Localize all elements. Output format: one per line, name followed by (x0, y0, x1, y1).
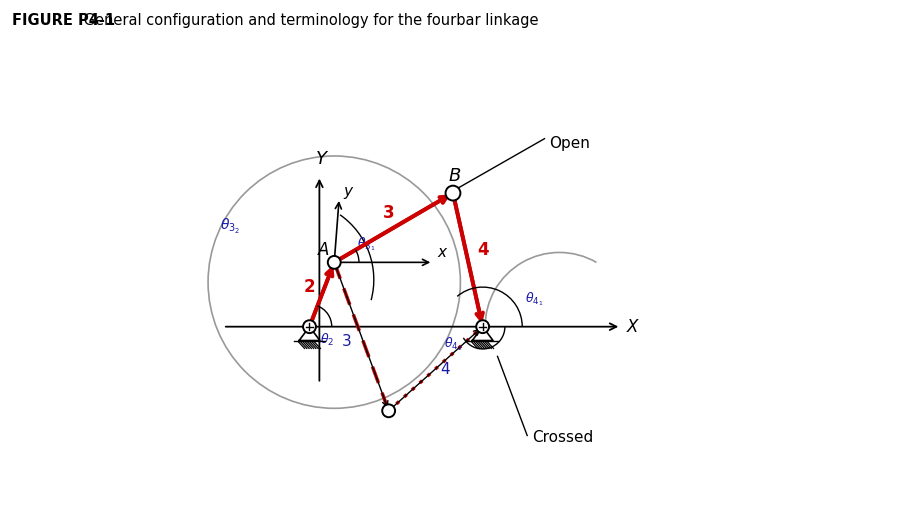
Text: $X$: $X$ (626, 318, 641, 336)
Circle shape (446, 186, 460, 201)
Text: 4: 4 (441, 362, 450, 377)
Text: $A$: $A$ (317, 241, 330, 259)
Text: $\theta_{4_2}$: $\theta_{4_2}$ (443, 336, 462, 353)
Text: $y$: $y$ (343, 185, 355, 201)
Text: $x$: $x$ (437, 245, 449, 260)
Text: $B$: $B$ (448, 167, 461, 185)
Text: $Y$: $Y$ (314, 151, 329, 168)
Text: $\theta_{3_2}$: $\theta_{3_2}$ (220, 217, 241, 236)
Text: $\theta_{3_1}$: $\theta_{3_1}$ (357, 236, 376, 253)
Text: FIGURE P4-1: FIGURE P4-1 (12, 13, 114, 28)
Text: 2: 2 (304, 278, 315, 296)
Circle shape (303, 320, 316, 333)
Text: General configuration and terminology for the fourbar linkage: General configuration and terminology fo… (79, 13, 539, 28)
Text: 3: 3 (341, 335, 351, 350)
Text: Open: Open (550, 136, 590, 151)
Circle shape (328, 256, 341, 269)
Circle shape (382, 404, 395, 417)
Text: $\theta_2$: $\theta_2$ (320, 332, 334, 348)
Text: Crossed: Crossed (532, 430, 594, 445)
Text: 3: 3 (383, 204, 395, 222)
Text: 4: 4 (477, 241, 488, 259)
Text: $\theta_{4_1}$: $\theta_{4_1}$ (525, 290, 544, 307)
Circle shape (477, 320, 489, 333)
